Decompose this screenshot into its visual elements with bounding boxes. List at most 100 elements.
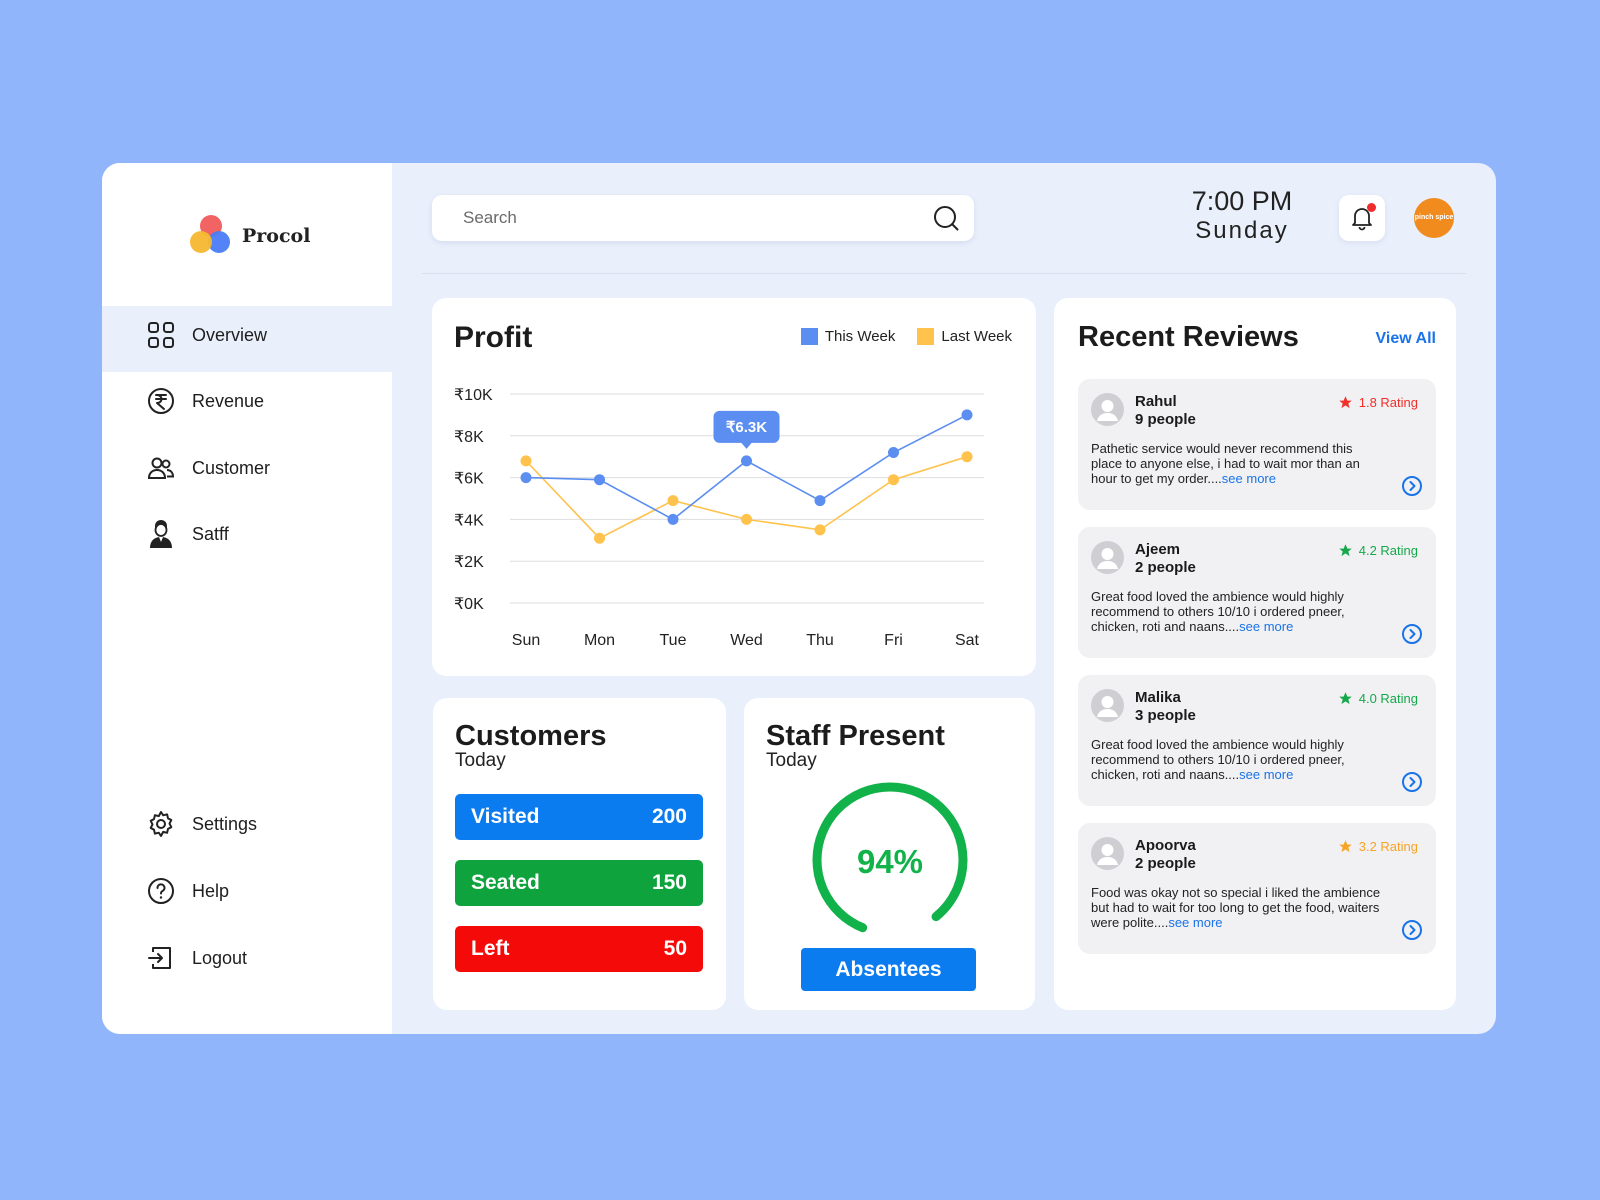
review-rating: 1.8 Rating bbox=[1338, 395, 1418, 410]
sidebar-item-settings[interactable]: Settings bbox=[146, 809, 257, 839]
review-body: Pathetic service would never recommend t… bbox=[1091, 441, 1360, 486]
see-more-link[interactable]: see more bbox=[1221, 471, 1276, 486]
rating-label: 4.2 Rating bbox=[1358, 543, 1418, 558]
data-point bbox=[594, 474, 605, 486]
customers-title: Customers bbox=[455, 720, 607, 752]
reviewer-name: Apoorva bbox=[1135, 837, 1196, 854]
series-line-last-week bbox=[525, 455, 968, 540]
sidebar-item-label: Help bbox=[192, 880, 230, 901]
staff-percent: 94% bbox=[857, 843, 923, 880]
star-icon bbox=[1338, 692, 1352, 705]
see-more-link[interactable]: see more bbox=[1239, 767, 1294, 782]
reviewer-avatar-icon bbox=[1091, 541, 1124, 574]
reviewer-info: Apoorva 2 people bbox=[1135, 837, 1196, 873]
logo-mark-icon bbox=[190, 215, 232, 257]
sidebar-item-overview[interactable]: Overview bbox=[146, 320, 267, 350]
review-text: Food was okay not so special i liked the… bbox=[1091, 885, 1381, 930]
sidebar-item-help[interactable]: Help bbox=[146, 876, 229, 906]
reviewer-info: Rahul 9 people bbox=[1135, 393, 1196, 429]
avatar[interactable]: pinch spice bbox=[1414, 198, 1454, 238]
staff-subtitle: Today bbox=[766, 750, 817, 771]
party-size: 9 people bbox=[1135, 411, 1196, 428]
party-size: 2 people bbox=[1135, 855, 1196, 872]
chevron-right-icon[interactable] bbox=[1401, 771, 1423, 793]
review-card[interactable]: Malika 3 people 4.0 Rating Great food loved… bbox=[1078, 675, 1436, 806]
view-all-link[interactable]: View All bbox=[1375, 330, 1436, 347]
help-icon bbox=[148, 878, 174, 904]
bar-label: Left bbox=[471, 937, 510, 960]
reviewer-name: Rahul bbox=[1135, 393, 1177, 410]
y-tick-label: ₹4K bbox=[454, 512, 484, 529]
reviewer-name: Ajeem bbox=[1135, 541, 1181, 558]
reviewer-avatar-icon bbox=[1091, 689, 1124, 722]
data-point bbox=[814, 524, 826, 536]
rupee-icon bbox=[148, 388, 174, 414]
x-tick-label: Mon bbox=[584, 632, 615, 649]
review-rating: 4.0 Rating bbox=[1338, 691, 1418, 706]
data-point bbox=[667, 513, 679, 525]
review-card[interactable]: Ajeem 2 people 4.2 Rating Great food loved … bbox=[1078, 527, 1436, 658]
legend-label: This Week bbox=[824, 328, 896, 345]
reviewer-info: Malika 3 people bbox=[1135, 689, 1196, 725]
data-point bbox=[814, 495, 826, 507]
reviewer-info: Ajeem 2 people bbox=[1135, 541, 1196, 577]
sidebar-item-label: Satff bbox=[192, 523, 229, 544]
staff-progress-ring: 94% bbox=[812, 782, 968, 938]
y-tick-label: ₹8K bbox=[454, 429, 484, 446]
visited-bar: Visited 200 bbox=[455, 794, 703, 840]
logout-icon bbox=[148, 947, 171, 969]
review-body: Great food loved the ambience would high… bbox=[1091, 737, 1345, 782]
data-point bbox=[520, 472, 532, 484]
x-tick-label: Thu bbox=[806, 632, 834, 649]
review-body: Food was okay not so special i liked the… bbox=[1091, 885, 1381, 930]
data-point bbox=[888, 447, 899, 459]
review-text: Great food loved the ambience would high… bbox=[1091, 589, 1381, 634]
review-card[interactable]: Apoorva 2 people 3.2 Rating Food was okay n… bbox=[1078, 823, 1436, 954]
staff-title: Staff Present bbox=[766, 720, 945, 752]
x-tick-label: Sun bbox=[512, 632, 540, 649]
star-icon bbox=[1338, 840, 1352, 853]
sidebar-item-revenue[interactable]: Revenue bbox=[146, 386, 264, 416]
see-more-link[interactable]: see more bbox=[1168, 915, 1223, 930]
review-card[interactable]: Rahul 9 people 1.8 Rating Pathetic service … bbox=[1078, 379, 1436, 510]
progress-arc bbox=[812, 782, 968, 938]
staff-card: Staff Present Today 94% Absentees bbox=[744, 698, 1035, 1010]
x-tick-label: Sat bbox=[955, 632, 980, 649]
chart-legend: This Week Last Week bbox=[800, 328, 1012, 345]
current-time: 7:00 PM bbox=[1191, 186, 1293, 216]
sidebar-item-customer[interactable]: Customer bbox=[146, 453, 270, 483]
review-rating: 3.2 Rating bbox=[1338, 839, 1418, 854]
legend-swatch bbox=[800, 328, 818, 345]
notification-dot bbox=[1367, 203, 1376, 212]
notification-button[interactable] bbox=[1339, 195, 1385, 241]
party-size: 2 people bbox=[1135, 559, 1196, 576]
app-logo[interactable]: Procol bbox=[190, 215, 310, 257]
y-tick-label: ₹0K bbox=[454, 596, 484, 613]
chevron-right-icon[interactable] bbox=[1401, 919, 1423, 941]
absentees-button[interactable]: Absentees bbox=[801, 948, 976, 991]
tooltip-bubble bbox=[713, 410, 780, 443]
data-point bbox=[520, 455, 532, 467]
tooltip-pointer bbox=[740, 441, 753, 449]
data-point bbox=[667, 495, 679, 507]
party-size: 3 people bbox=[1135, 707, 1196, 724]
chevron-right-icon[interactable] bbox=[1401, 475, 1423, 497]
bar-value: 150 bbox=[651, 871, 687, 894]
search-input[interactable] bbox=[463, 208, 932, 228]
reviews-card: Recent Reviews View All Rahul 9 people 1.8… bbox=[1054, 298, 1456, 1010]
sidebar-item-staff[interactable]: Satff bbox=[146, 519, 229, 549]
x-tick-label: Wed bbox=[730, 632, 763, 649]
profit-title: Profit bbox=[454, 321, 533, 354]
sidebar-item-logout[interactable]: Logout bbox=[146, 943, 247, 973]
data-point bbox=[741, 513, 752, 525]
see-more-link[interactable]: see more bbox=[1239, 619, 1294, 634]
dashboard-window: Procol Overview Revenue Customer bbox=[102, 163, 1496, 1034]
search-icon[interactable] bbox=[932, 204, 960, 232]
profit-line-chart: ₹10K ₹8K ₹6K ₹4K ₹2K ₹0K Sun Mon Tue Wed Thu Fri Sat… bbox=[454, 387, 984, 649]
rating-label: 3.2 Rating bbox=[1358, 839, 1418, 854]
bar-value: 50 bbox=[663, 937, 687, 960]
star-icon bbox=[1338, 544, 1352, 557]
staff-icon bbox=[150, 520, 172, 548]
chevron-right-icon[interactable] bbox=[1401, 623, 1423, 645]
review-rating: 4.2 Rating bbox=[1338, 543, 1418, 558]
